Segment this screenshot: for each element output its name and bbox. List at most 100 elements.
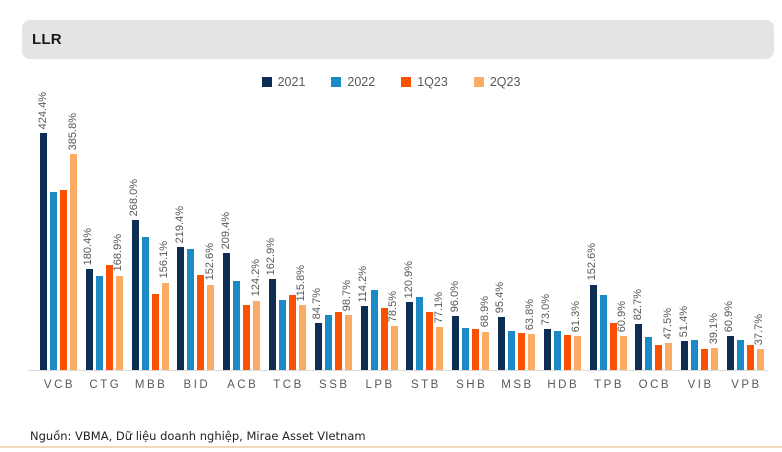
bar-2022-vcb — [50, 192, 57, 370]
bar-group-ssb: 84.7% 98.7% SSB — [312, 0, 354, 391]
value-label-2021-tpb: 152.6% — [586, 243, 599, 281]
bar-group-shb: 96.0% 68.9% SHB — [449, 0, 491, 391]
legend-item-2q23: 2Q23 — [473, 75, 520, 89]
x-axis-label-vcb: VCB — [43, 379, 76, 391]
legend-item-2022: 2022 — [331, 75, 375, 89]
value-label-2q23-vpb: 37.7% — [753, 313, 766, 345]
bar-2q23-ocb: 47.5% — [662, 308, 674, 370]
x-axis-label-mbb: MBB — [134, 379, 168, 391]
legend-swatch-1q23 — [401, 77, 412, 87]
bar-2q23-ctg: 168.9% — [113, 234, 125, 370]
bar-2q23-tcb: 115.8% — [296, 265, 308, 370]
bar-1q23-mbb — [151, 294, 159, 370]
x-axis-label-ctg: CTG — [89, 379, 122, 391]
bar-2022-bid — [187, 248, 195, 370]
x-axis-label-stb: STB — [410, 379, 441, 391]
bar-1q23-acb — [243, 305, 251, 370]
legend-label-2022: 2022 — [347, 75, 376, 89]
bar-2022-vpb — [736, 340, 744, 370]
bar-1q23-hdb — [563, 335, 571, 370]
value-label-2021-ocb: 82.7% — [632, 288, 645, 320]
bar-2022-acb — [233, 281, 241, 370]
value-label-2q23-bid: 152.6% — [204, 243, 217, 281]
value-label-2q23-stb: 77.1% — [433, 291, 446, 323]
x-axis-label-tpb: TPB — [594, 379, 624, 391]
value-label-2021-stb: 120.9% — [403, 261, 416, 299]
bar-2q23-ssb: 98.7% — [342, 280, 354, 370]
bar-2q23-vcb: 385.8% — [67, 113, 79, 370]
x-axis-label-vpb: VPB — [731, 379, 762, 391]
value-label-2q23-tpb: 60.9% — [616, 300, 629, 332]
bar-2q23-stb: 77.1% — [433, 292, 445, 370]
bar-2q23-lpb: 78.5% — [387, 291, 399, 370]
bar-group-acb: 209.4% 124.2% ACB — [220, 0, 262, 391]
bar-group-vcb: 424.4% 385.8% VCB — [37, 0, 79, 392]
bar-2021-acb: 209.4% — [220, 212, 232, 370]
bar-2021-hdb: 73.0% — [540, 294, 552, 370]
value-label-2q23-ssb: 98.7% — [341, 279, 354, 311]
bar-2021-vib: 51.4% — [678, 306, 690, 370]
bar-2021-bid: 219.4% — [174, 206, 186, 370]
value-label-2021-bid: 219.4% — [174, 206, 187, 244]
x-axis-label-ocb: OCB — [638, 379, 672, 391]
value-label-2021-tcb: 162.9% — [265, 237, 278, 275]
value-label-2q23-hdb: 61.3% — [570, 300, 583, 332]
value-label-2021-ctg: 180.4% — [82, 227, 95, 266]
x-axis-label-tcb: TCB — [273, 379, 304, 391]
bar-1q23-lpb — [380, 308, 388, 370]
legend-swatch-2q23 — [473, 77, 484, 87]
x-axis-label-vib: VIB — [687, 379, 714, 391]
value-label-2q23-acb: 124.2% — [249, 259, 262, 297]
bar-2022-msb — [507, 331, 515, 370]
x-axis-label-ssb: SSB — [319, 379, 350, 391]
legend-item-1q23: 1Q23 — [401, 75, 448, 89]
bar-group-tpb: 152.6% 60.9% TPB — [586, 0, 628, 391]
bar-2021-vpb: 60.9% — [724, 301, 736, 370]
bar-1q23-tcb — [288, 295, 296, 370]
bar-2q23-tpb: 60.9% — [616, 301, 628, 370]
value-label-2q23-vib: 39.1% — [707, 312, 720, 345]
source-note: Nguồn: VBMA, Dữ liệu doanh nghiệp, Mirae… — [30, 429, 366, 443]
bar-2q23-acb: 124.2% — [250, 259, 262, 370]
value-label-2021-ssb: 84.7% — [311, 287, 324, 319]
bar-group-ctg: 180.4% 168.9% CTG — [82, 0, 125, 391]
chart-title: LLR — [32, 31, 62, 48]
legend-label-2021: 2021 — [277, 75, 306, 89]
value-label-2021-lpb: 114.2% — [357, 265, 370, 303]
x-axis-line — [28, 370, 768, 371]
bar-2021-ocb: 82.7% — [632, 289, 644, 370]
chart-legend: 2021 2022 1Q23 2Q23 — [0, 75, 782, 89]
value-label-2q23-ctg: 168.9% — [112, 234, 125, 272]
bar-2022-vib — [691, 339, 699, 370]
bar-group-lpb: 114.2% 78.5% LPB — [357, 0, 399, 391]
x-axis-label-lpb: LPB — [365, 379, 395, 391]
bar-2022-shb — [462, 328, 470, 370]
bar-2q23-msb: 63.8% — [525, 299, 537, 370]
x-axis-label-acb: ACB — [227, 379, 259, 391]
bar-2022-tcb — [278, 299, 286, 370]
bar-group-mbb: 268.0% 156.1% MBB — [128, 0, 171, 391]
bar-2q23-hdb: 61.3% — [570, 301, 582, 370]
legend-item-2021: 2021 — [261, 75, 306, 89]
value-label-2q23-msb: 63.8% — [524, 299, 537, 331]
footer-divider — [0, 446, 782, 448]
bar-1q23-ssb — [334, 311, 342, 370]
bar-group-hdb: 73.0% 61.3% HDB — [540, 0, 582, 391]
bar-group-msb: 95.4% 63.8% MSB — [494, 0, 537, 392]
value-label-2q23-tcb: 115.8% — [295, 264, 308, 302]
value-label-2q23-vcb: 385.8% — [66, 113, 79, 151]
bar-2022-tpb — [599, 294, 607, 370]
bar-1q23-shb — [472, 329, 480, 370]
bar-2022-lpb — [370, 290, 378, 370]
legend-swatch-2022 — [331, 77, 342, 87]
bar-2021-ssb: 84.7% — [312, 288, 324, 370]
bar-2022-ctg — [95, 276, 103, 370]
value-label-2021-hdb: 73.0% — [540, 294, 553, 326]
bar-1q23-vcb — [60, 190, 67, 370]
bar-2022-hdb — [553, 330, 561, 370]
value-label-2021-msb: 95.4% — [494, 281, 507, 313]
value-label-2q23-mbb: 156.1% — [158, 241, 171, 279]
bar-1q23-ocb — [655, 344, 663, 370]
bar-2q23-vib: 39.1% — [708, 313, 720, 370]
